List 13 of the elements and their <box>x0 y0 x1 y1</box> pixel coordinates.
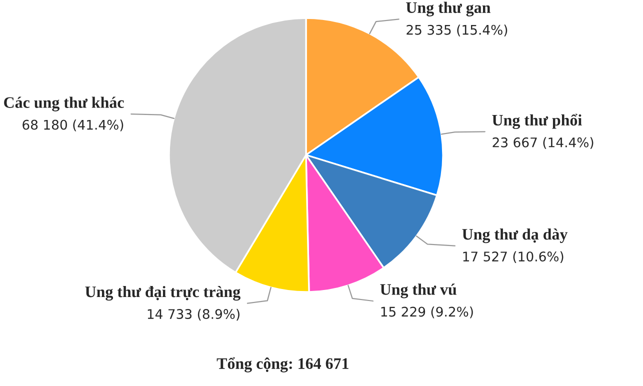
slice-label: Các ung thư khác <box>4 96 124 112</box>
data-label: 68 180 (41.4%) <box>22 120 124 132</box>
slice-label: Ung thư phổi <box>492 114 582 129</box>
slice-label: Ung thư đại trực tràng <box>85 286 240 301</box>
slice-label: Ung thư gan <box>406 2 490 16</box>
data-label: 14 733 (8.9%) <box>148 308 240 321</box>
text: Tổng cộng: 164 671 <box>216 357 348 372</box>
slice-label: Ung thư dạ dày <box>462 228 568 244</box>
data-label: 23 667 (14.4%) <box>492 137 594 149</box>
data-label: 15 229 (9.2%) <box>381 306 473 318</box>
data-label: 17 527 (10.6%) <box>463 251 564 264</box>
data-label: 25 335 (15.4%) <box>406 24 508 36</box>
slice-label: Ung thư vú <box>380 284 456 298</box>
